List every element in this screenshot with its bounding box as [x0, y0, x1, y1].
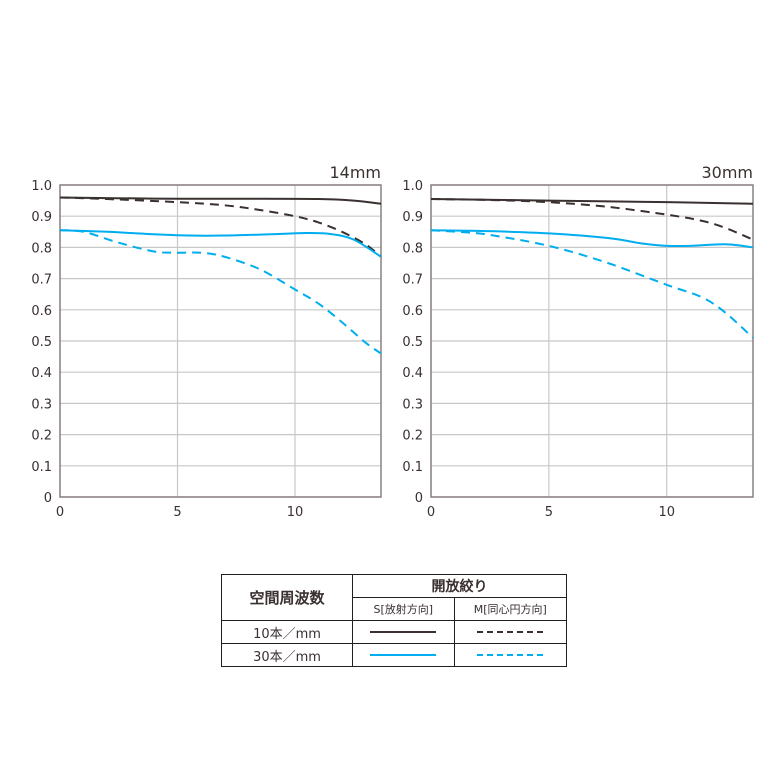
y-tick-label: 0.4	[402, 366, 423, 381]
y-tick-label: 0.2	[31, 429, 52, 444]
legend-freq-header: 空間周波数	[221, 574, 353, 621]
plot-frame	[430, 184, 754, 498]
legend-table: 空間周波数 開放絞り S[放射方向] M[同心円方向] 10本／mm 30本／m…	[221, 574, 568, 667]
y-tick-label: 0.7	[402, 273, 423, 288]
y-tick-label: 0.3	[402, 397, 423, 412]
series-line-m10	[430, 198, 754, 241]
y-tick-label: 0.6	[402, 304, 423, 319]
chart-title: 14mm	[329, 163, 381, 182]
series-line-m10	[59, 196, 382, 258]
chart-title: 30mm	[701, 163, 753, 182]
y-tick-label: 1.0	[31, 179, 52, 194]
y-tick-label: 1.0	[402, 179, 423, 194]
legend-aperture-header: 開放絞り	[352, 574, 567, 598]
legend-sagittal: S[放射方向]	[352, 597, 455, 621]
x-tick-label: 5	[173, 505, 181, 520]
series-line-s30	[59, 229, 382, 258]
legend-meridional: M[同心円方向]	[453, 597, 568, 621]
y-tick-label: 0.7	[31, 273, 52, 288]
y-tick-label: 0.1	[402, 460, 423, 475]
y-tick-label: 0.8	[402, 241, 423, 256]
legend-row-30: 30本／mm	[221, 643, 353, 667]
y-tick-label: 0.6	[31, 304, 52, 319]
x-tick-label: 5	[545, 505, 553, 520]
series-line-m30	[59, 229, 382, 355]
x-tick-label: 0	[427, 505, 435, 520]
y-tick-label: 0.1	[31, 460, 52, 475]
y-tick-label: 0.9	[402, 210, 423, 225]
series-line-m30	[430, 229, 754, 339]
y-tick-label: 0.5	[402, 335, 423, 350]
x-tick-label: 10	[287, 505, 304, 520]
legend-m10-line	[477, 631, 544, 633]
legend-s10-line	[370, 631, 437, 633]
legend-s30-line	[370, 654, 437, 656]
plot-frame	[59, 184, 382, 498]
y-tick-label: 0.8	[31, 241, 52, 256]
x-tick-label: 0	[56, 505, 64, 520]
y-tick-label: 0.2	[402, 429, 423, 444]
y-tick-label: 0.4	[31, 366, 52, 381]
legend-m30-line	[477, 654, 544, 656]
y-tick-label: 0.5	[31, 335, 52, 350]
y-tick-label: 0.9	[31, 210, 52, 225]
x-tick-label: 10	[658, 505, 675, 520]
y-tick-label: 0	[44, 491, 52, 506]
legend-row-10: 10本／mm	[221, 620, 353, 644]
series-line-s30	[430, 229, 754, 249]
y-tick-label: 0.3	[31, 397, 52, 412]
y-tick-label: 0	[415, 491, 423, 506]
